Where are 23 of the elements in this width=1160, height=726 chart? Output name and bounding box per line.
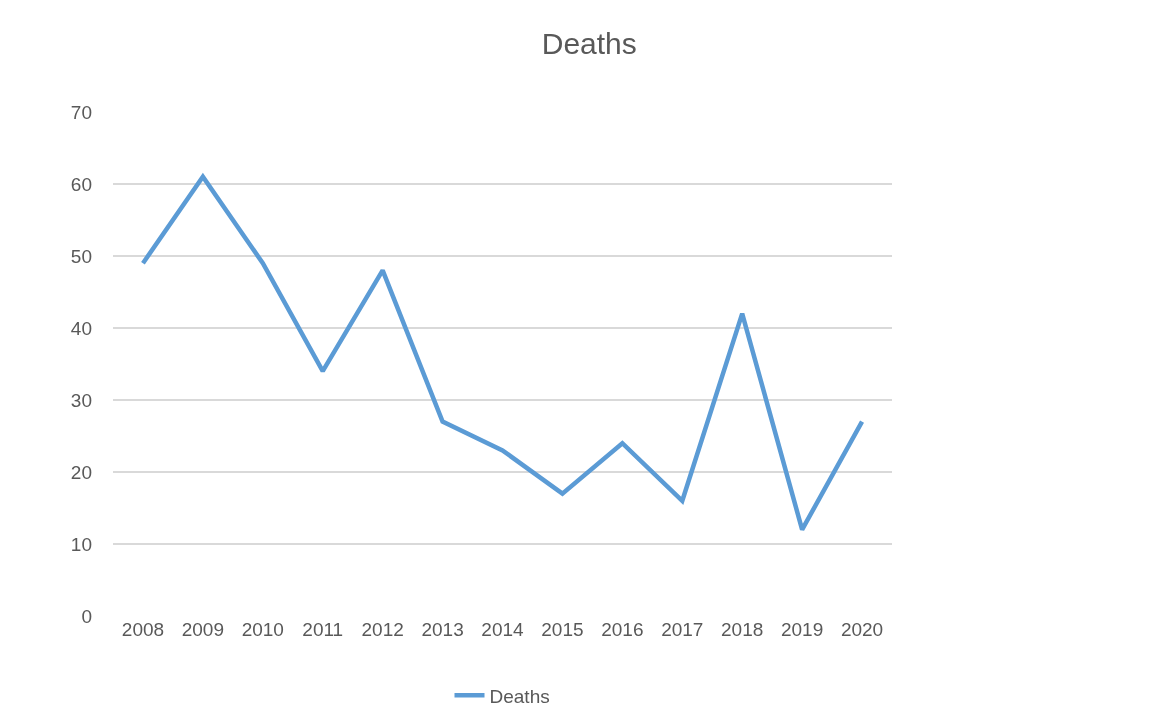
x-tick-label: 2009 [181,619,225,640]
x-tick-label: 2019 [780,619,824,640]
legend-label: Deaths [489,685,550,707]
x-tick-label: 2013 [421,619,464,640]
x-tick-label: 2012 [361,619,404,640]
y-tick-label: 60 [70,173,92,195]
chart-title: Deaths [541,26,637,60]
x-tick-label: 2008 [121,619,165,640]
x-tick-label: 2020 [840,619,884,640]
x-tick-label: 2010 [241,619,284,640]
y-tick-label: 50 [70,245,92,267]
x-tick-label: 2018 [721,619,764,640]
y-tick-label: 40 [70,317,92,339]
x-tick-label: 2016 [601,619,644,640]
y-tick-label: 10 [70,533,92,555]
y-tick-label: 0 [81,605,92,627]
x-tick-label: 2017 [661,619,704,640]
y-tick-label: 30 [70,389,92,411]
y-tick-label: 70 [70,101,92,123]
y-tick-label: 20 [70,461,92,483]
x-tick-label: 2014 [481,619,525,640]
x-tick-label: 2011 [302,619,344,640]
x-tick-label: 2015 [541,619,584,640]
